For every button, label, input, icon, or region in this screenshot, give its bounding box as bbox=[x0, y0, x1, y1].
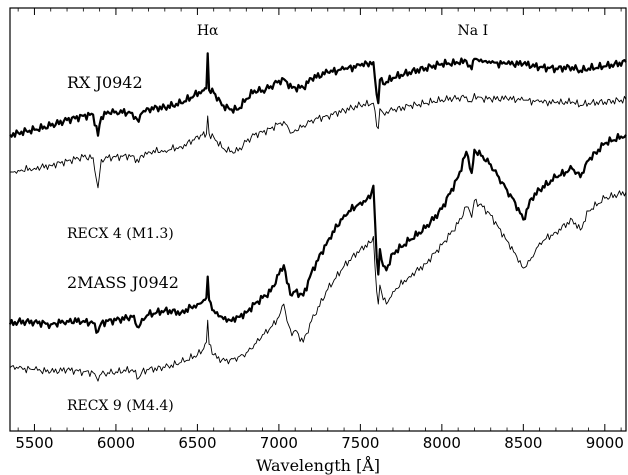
line-annotation-1: Hα bbox=[197, 23, 219, 39]
spectrum-line-4 bbox=[9, 190, 627, 382]
reference-label-recx-9: RECX 9 (M4.4) bbox=[67, 398, 174, 414]
x-axis-label: Wavelength [Å] bbox=[256, 455, 380, 475]
x-tick-label-8500: 8500 bbox=[504, 434, 542, 452]
x-tick-label-5500: 5500 bbox=[15, 434, 53, 452]
x-axis-ticks: 5500 6000 6500 7000 7500 8000 8500 9000 bbox=[15, 8, 624, 452]
plot-frame bbox=[9, 7, 627, 432]
x-tick-label-8000: 8000 bbox=[423, 434, 461, 452]
reference-label-recx-4: RECX 4 (M1.3) bbox=[67, 226, 174, 242]
series-label-rx-j0942: RX J0942 bbox=[67, 73, 143, 92]
x-tick-label-7000: 7000 bbox=[260, 434, 298, 452]
x-tick-label-7500: 7500 bbox=[341, 434, 379, 452]
line-annotations: Hα Na I bbox=[197, 23, 488, 39]
spectra-group bbox=[8, 52, 627, 382]
x-tick-label-6500: 6500 bbox=[178, 434, 216, 452]
series-label-2mass-j0942: 2MASS J0942 bbox=[67, 273, 179, 292]
line-annotation-2: Na I bbox=[458, 23, 489, 39]
spectrum-line-2 bbox=[9, 92, 627, 189]
spectrum-line-1 bbox=[9, 52, 627, 138]
x-tick-label-6000: 6000 bbox=[97, 434, 135, 452]
spectrum-line-3 bbox=[8, 133, 627, 334]
x-tick-label-9000: 9000 bbox=[586, 434, 624, 452]
